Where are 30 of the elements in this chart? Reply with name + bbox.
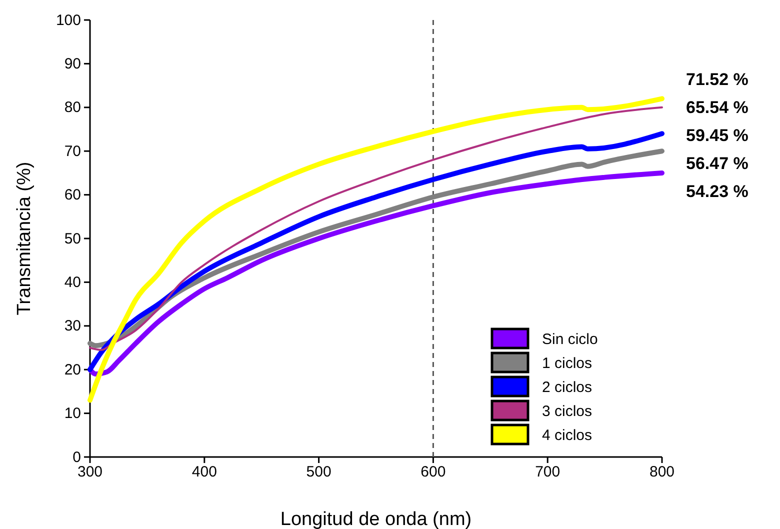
y-tick-label: 20 [64,361,81,378]
x-tick-label: 700 [535,464,560,481]
y-tick-label: 70 [64,142,81,160]
x-tick-label: 400 [192,464,217,481]
legend-label: 4 ciclos [542,427,592,444]
legend-label: Sin ciclo [542,331,598,348]
x-tick-label: 300 [77,464,103,481]
text: 59.45 % [686,126,748,145]
text: 65.54 % [686,98,748,117]
y-tick-label: 80 [64,99,81,116]
x-axis-title: Longitud de onda (nm) [280,509,472,529]
line-series [89,106,663,351]
y-tick-label: 0 [72,448,81,466]
y-axis-title: Transmitancia (%) [14,162,35,316]
y-tick-label: 40 [64,274,81,291]
x-tick-label: 500 [306,464,332,481]
text: 71.52 % [686,70,748,89]
x-tick-label: 600 [420,464,446,481]
y-tick-label: 50 [64,230,81,248]
y-tick-label: 10 [64,405,81,422]
legend-label: 2 ciclos [542,379,592,396]
y-tick-label: 60 [64,186,81,204]
text: 56.47 % [686,154,748,173]
y-tick-label: 90 [64,56,81,72]
x-tick-label: 800 [649,464,675,481]
y-tick-label: 30 [64,318,81,335]
y-tick-label: 100 [56,12,81,29]
legend-label: 1 ciclos [542,355,592,372]
text: 54.23 % [686,182,748,201]
legend-label: 3 ciclos [542,403,592,420]
